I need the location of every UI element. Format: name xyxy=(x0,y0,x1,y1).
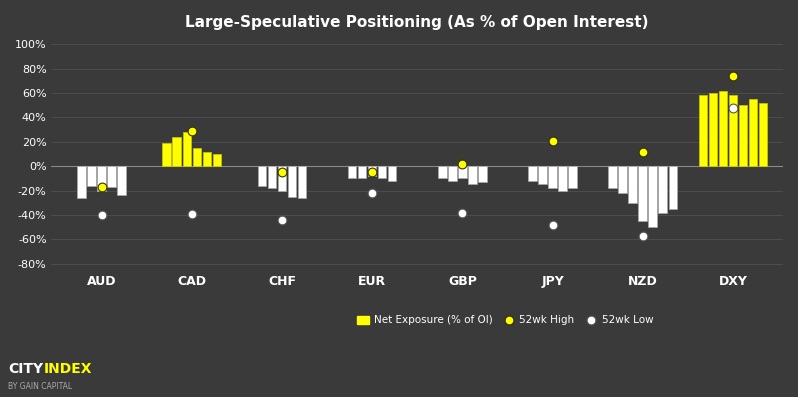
Point xyxy=(185,210,198,217)
Bar xyxy=(108,166,116,187)
Bar xyxy=(739,105,747,166)
Text: CITY: CITY xyxy=(8,362,43,376)
Point xyxy=(546,137,559,144)
Point xyxy=(95,212,108,218)
Bar xyxy=(358,166,366,178)
Point xyxy=(726,73,739,79)
Bar xyxy=(629,166,637,203)
Bar xyxy=(87,166,96,186)
Bar xyxy=(97,166,106,191)
Bar xyxy=(458,166,467,178)
Bar xyxy=(478,166,487,182)
Point xyxy=(636,233,649,239)
Bar xyxy=(368,166,377,176)
Bar xyxy=(548,166,557,188)
Bar xyxy=(163,143,171,166)
Point xyxy=(275,217,288,223)
Bar xyxy=(649,166,657,227)
Point xyxy=(636,148,649,155)
Bar xyxy=(559,166,567,191)
Bar xyxy=(192,148,201,166)
Bar xyxy=(203,152,211,166)
Bar xyxy=(288,166,296,197)
Point xyxy=(726,104,739,111)
Point xyxy=(456,209,468,216)
Bar xyxy=(378,166,386,178)
Legend: Net Exposure (% of OI), 52wk High, 52wk Low: Net Exposure (% of OI), 52wk High, 52wk … xyxy=(353,311,658,330)
Bar xyxy=(348,166,357,178)
Bar xyxy=(388,166,397,181)
Bar xyxy=(212,154,221,166)
Bar xyxy=(77,166,86,198)
Bar xyxy=(719,91,727,166)
Bar xyxy=(709,93,717,166)
Point xyxy=(275,169,288,175)
Text: BY GAIN CAPITAL: BY GAIN CAPITAL xyxy=(8,382,72,391)
Point xyxy=(185,127,198,134)
Bar xyxy=(258,166,267,186)
Bar xyxy=(183,132,191,166)
Point xyxy=(546,222,559,228)
Title: Large-Speculative Positioning (As % of Open Interest): Large-Speculative Positioning (As % of O… xyxy=(185,15,649,30)
Bar xyxy=(608,166,617,188)
Bar xyxy=(438,166,447,178)
Point xyxy=(95,184,108,190)
Bar xyxy=(468,166,476,185)
Bar xyxy=(538,166,547,185)
Bar xyxy=(568,166,577,188)
Bar xyxy=(698,95,707,166)
Bar xyxy=(172,137,181,166)
Bar xyxy=(448,166,456,181)
Text: INDEX: INDEX xyxy=(44,362,93,376)
Bar xyxy=(298,166,306,198)
Bar xyxy=(278,166,286,191)
Bar xyxy=(669,166,677,209)
Bar xyxy=(729,95,737,166)
Point xyxy=(456,160,468,167)
Bar xyxy=(618,166,627,193)
Point xyxy=(365,190,378,196)
Point xyxy=(365,169,378,175)
Bar xyxy=(658,166,667,212)
Bar xyxy=(749,99,757,166)
Bar xyxy=(528,166,537,181)
Bar xyxy=(759,103,767,166)
Bar xyxy=(267,166,276,188)
Bar xyxy=(117,166,126,195)
Bar xyxy=(638,166,647,221)
